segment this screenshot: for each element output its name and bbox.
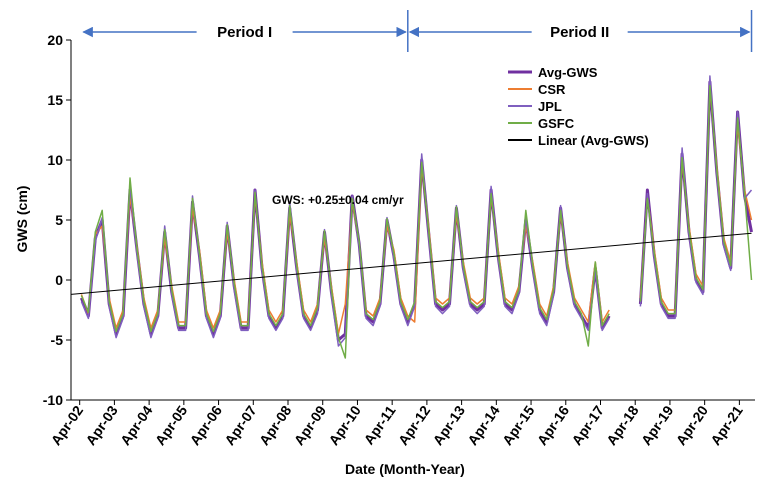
x-tick-label: Apr-08: [256, 402, 295, 448]
y-tick-label: 10: [47, 152, 63, 168]
x-tick-label: Apr-20: [673, 402, 712, 448]
trend-annotation: GWS: +0.25±0.04 cm/yr: [272, 193, 404, 207]
period-markers: Period I Period II: [82, 10, 753, 52]
x-tick-label: Apr-21: [707, 402, 746, 448]
legend: Avg-GWS CSR JPL GSFC Linear (Avg-GWS): [508, 65, 649, 148]
y-tick-label: 0: [55, 272, 63, 288]
axes: -10-505101520Apr-02Apr-03Apr-04Apr-05Apr…: [43, 32, 755, 448]
x-tick-label: Apr-12: [395, 402, 434, 448]
x-tick-label: Apr-13: [430, 402, 469, 448]
x-tick-label: Apr-06: [186, 402, 225, 448]
x-tick-label: Apr-17: [568, 402, 607, 448]
y-tick-label: 5: [55, 212, 63, 228]
series-line-gsfc: [80, 84, 753, 359]
y-tick-label: -10: [43, 392, 63, 408]
x-tick-label: Apr-16: [534, 402, 573, 448]
legend-label: JPL: [538, 99, 562, 114]
x-tick-label: Apr-05: [152, 402, 191, 448]
legend-label: Linear (Avg-GWS): [538, 133, 649, 148]
series-lines: [70, 75, 753, 359]
y-tick-label: 20: [47, 32, 63, 48]
x-tick-label: Apr-03: [82, 402, 121, 448]
series-line-avg-gws: [80, 80, 753, 342]
y-tick-label: 15: [47, 92, 63, 108]
x-tick-label: Apr-18: [603, 402, 642, 448]
legend-label: Avg-GWS: [538, 65, 598, 80]
legend-label: CSR: [538, 82, 566, 97]
legend-label: GSFC: [538, 116, 575, 131]
y-axis-title: GWS (cm): [14, 186, 30, 253]
x-tick-label: Apr-10: [325, 402, 364, 448]
x-tick-label: Apr-04: [117, 402, 156, 448]
period-label: Period I: [217, 24, 272, 41]
y-tick-label: -5: [51, 332, 64, 348]
x-tick-label: Apr-02: [48, 402, 87, 448]
trend-line: [70, 232, 752, 295]
x-tick-label: Apr-19: [638, 402, 677, 448]
x-tick-label: Apr-07: [221, 402, 260, 448]
x-tick-label: Apr-14: [464, 402, 503, 448]
x-axis-title: Date (Month-Year): [345, 461, 465, 477]
period-label: Period II: [550, 24, 609, 41]
x-tick-label: Apr-09: [291, 402, 330, 448]
x-tick-label: Apr-11: [361, 402, 399, 447]
x-tick-label: Apr-15: [499, 402, 538, 448]
